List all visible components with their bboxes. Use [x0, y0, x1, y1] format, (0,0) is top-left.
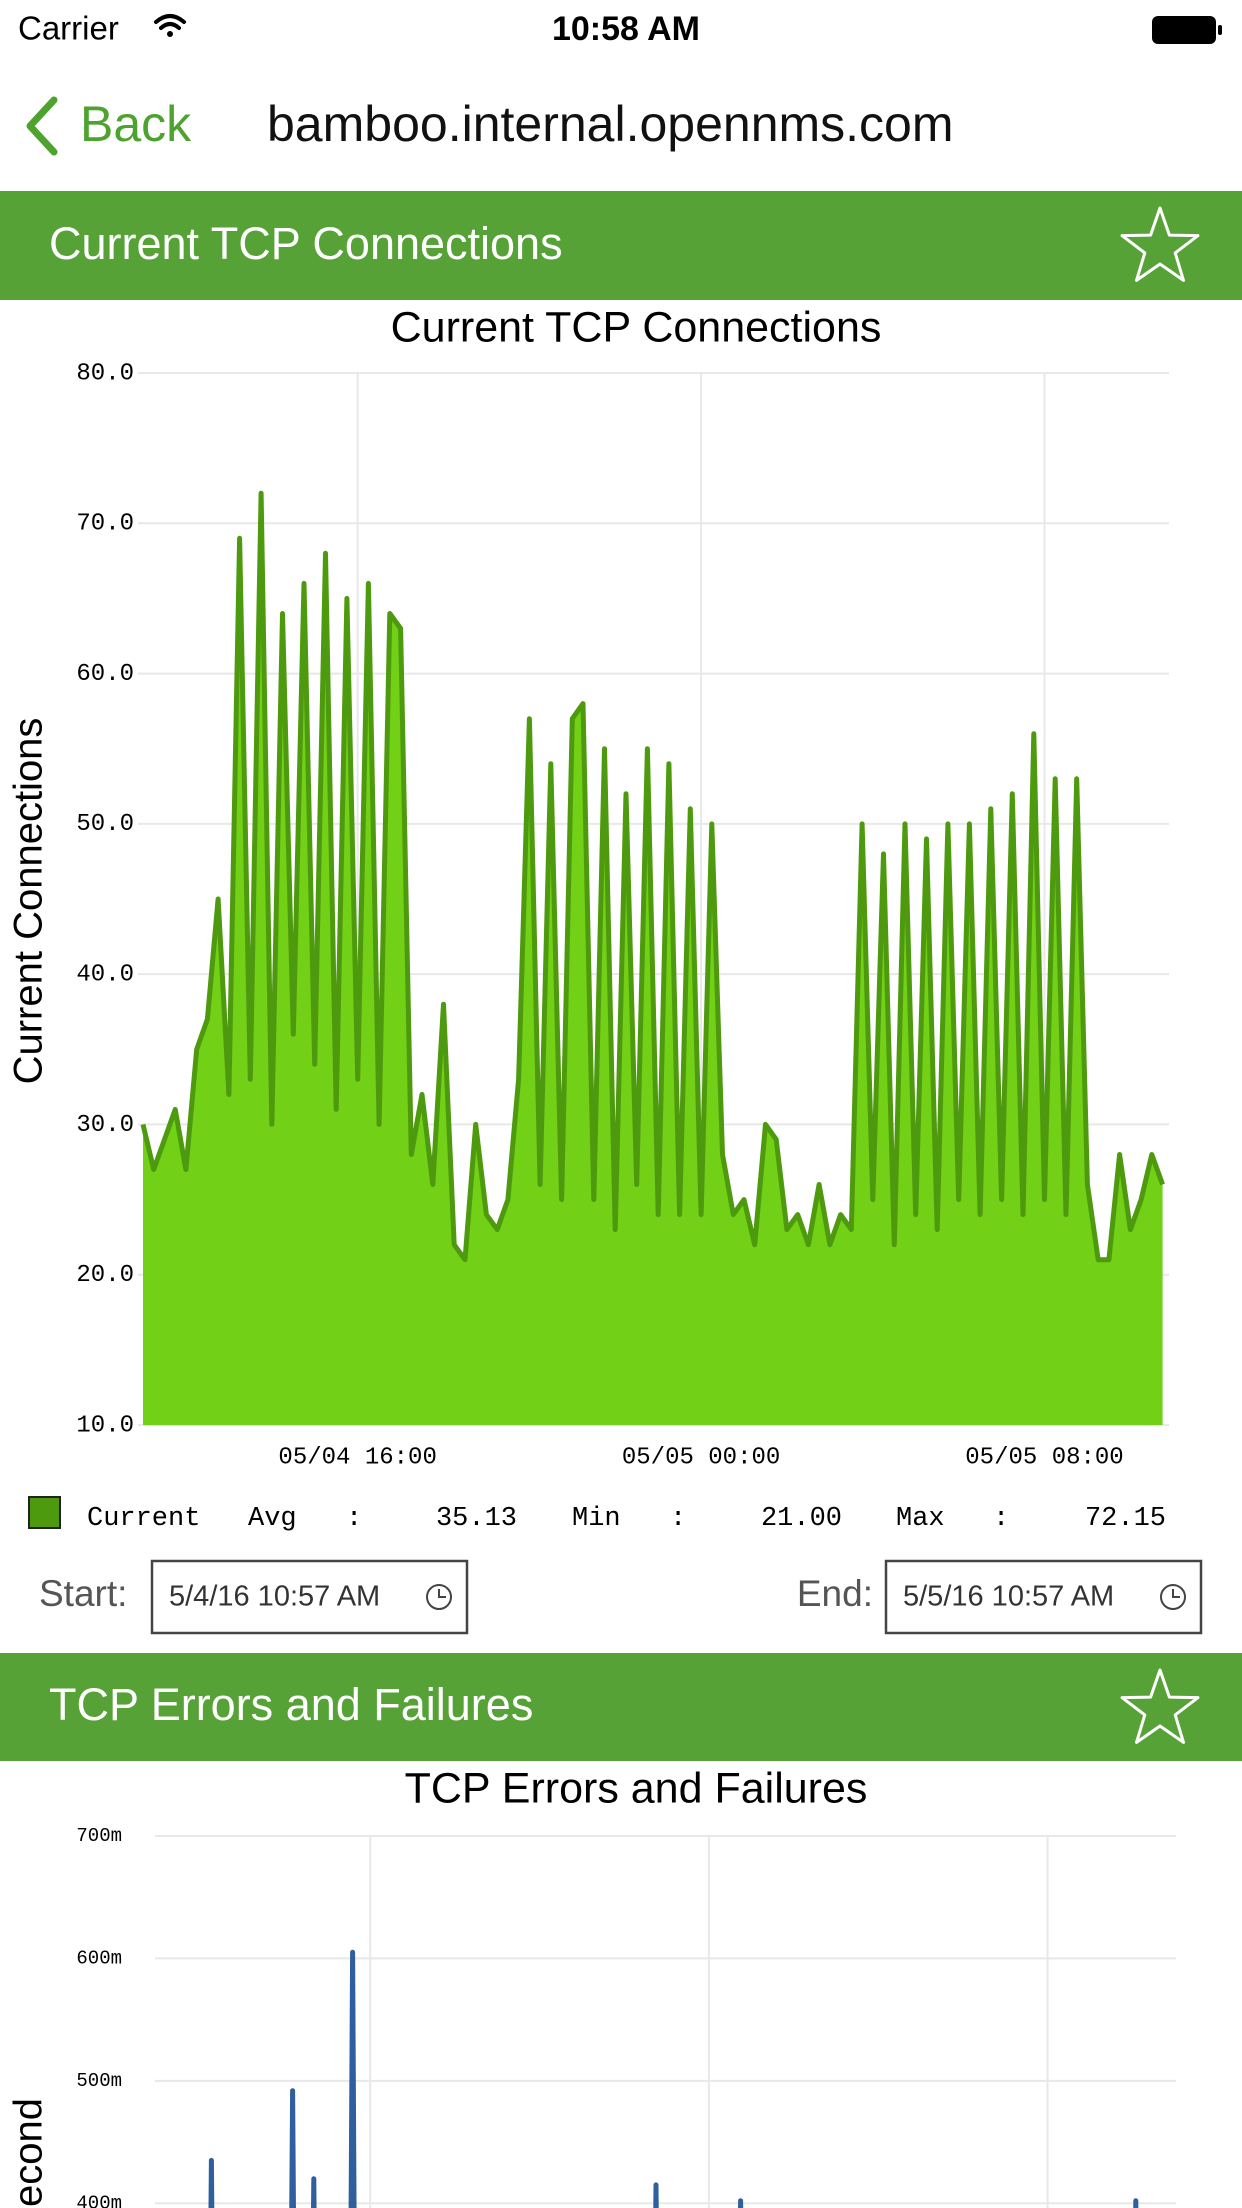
legend-label: Current: [87, 1504, 200, 1534]
wifi-icon: [154, 14, 186, 37]
x-tick-label: 05/05 08:00: [965, 1444, 1123, 1471]
stat-separator: :: [670, 1504, 686, 1534]
back-chevron[interactable]: [26, 96, 58, 156]
start-field[interactable]: 5/4/16 10:57 AM: [150, 1559, 469, 1635]
y-tick-label: 20.0: [76, 1262, 134, 1289]
series-line: [140, 490, 1165, 1263]
back-label[interactable]: Back: [80, 96, 192, 152]
legend: Current Avg : 35.13 Min : 21.00 Max : 72…: [87, 1504, 1166, 1534]
end-box[interactable]: [884, 1559, 1203, 1635]
y-tick-label: 30.0: [76, 1112, 134, 1139]
carrier: Carrier: [18, 10, 119, 47]
panel-header: [0, 191, 1242, 300]
y-tick-label: 10.0: [76, 1412, 134, 1439]
panel-header: [0, 1653, 1242, 1761]
stat-value: 72.15: [1085, 1504, 1166, 1534]
start-box[interactable]: [150, 1559, 469, 1635]
end-field[interactable]: 5/5/16 10:57 AM: [884, 1559, 1203, 1635]
stat-value: 21.00: [761, 1504, 842, 1534]
y-axis-label: Current Connections: [7, 718, 51, 1085]
stat-label: Max: [896, 1504, 945, 1534]
chart-title: Current TCP Connections: [391, 303, 882, 351]
y-tick-label: 40.0: [76, 961, 134, 988]
stat-value: 35.13: [436, 1504, 517, 1534]
stat-separator: :: [993, 1504, 1009, 1534]
panel-title: Current TCP Connections: [49, 218, 563, 269]
y-tick-label: 500m: [76, 2070, 122, 2092]
start-value[interactable]: 5/4/16 10:57 AM: [169, 1581, 380, 1613]
favorite-star[interactable]: [1120, 206, 1200, 282]
y-tick-label: 50.0: [76, 811, 134, 838]
x-tick-label: 05/04 16:00: [278, 1444, 436, 1471]
end-label: End:: [797, 1573, 873, 1614]
y-tick-label: 80.0: [76, 360, 134, 387]
y-tick-label: 400m: [76, 2192, 122, 2208]
chart-title: TCP Errors and Failures: [405, 1764, 868, 1812]
back-button[interactable]: Back: [26, 96, 192, 156]
clock-icon: [1160, 1584, 1186, 1610]
y-tick-label: 60.0: [76, 661, 134, 688]
chart: 10.0 20.0 30.0 40.0 50.0 60.0 70.0 80.0 05/04 16…: [76, 360, 1169, 1471]
clock-icon: [426, 1584, 452, 1610]
end-value[interactable]: 5/5/16 10:57 AM: [903, 1581, 1114, 1613]
battery-icon: [1152, 16, 1222, 44]
x-tick-label: 05/05 00:00: [622, 1444, 780, 1471]
clock: 10:58 AM: [552, 10, 700, 48]
panel-title: TCP Errors and Failures: [49, 1679, 533, 1730]
stat-label: Min: [572, 1504, 621, 1534]
legend-swatch: [28, 1496, 61, 1529]
stat-separator: :: [346, 1504, 362, 1534]
stat-label: Avg: [248, 1504, 297, 1534]
y-tick-label: 600m: [76, 1947, 122, 1969]
series-line: [208, 1949, 1139, 2208]
y-tick-label: 700m: [76, 1825, 122, 1847]
start-label: Start:: [39, 1573, 127, 1614]
y-tick-label: 70.0: [76, 511, 134, 538]
favorite-star[interactable]: [1120, 1668, 1200, 1744]
area-fill: [143, 493, 1163, 1425]
nav-title: bamboo.internal.opennms.com: [267, 96, 954, 152]
chart: 400m 500m 600m 700m: [76, 1825, 1176, 2208]
y-axis-label: econd: [7, 2098, 51, 2207]
